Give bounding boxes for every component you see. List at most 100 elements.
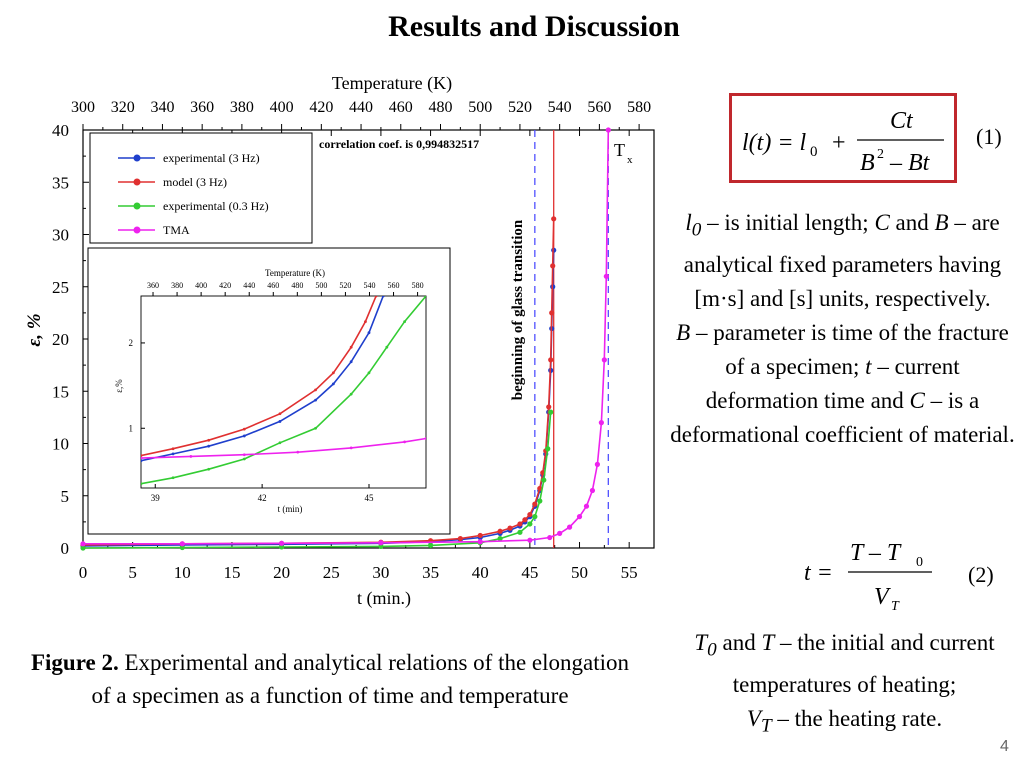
main-series-point — [603, 273, 609, 279]
top-tick-label: 440 — [349, 99, 373, 116]
main-series-point — [457, 535, 463, 542]
B-symbol: B — [934, 210, 949, 235]
inset-y-tick-label: 1 — [129, 423, 134, 433]
inset-top-tick-label: 440 — [243, 281, 255, 290]
main-series-point — [507, 525, 513, 531]
x-axis-label: t (min.) — [357, 588, 411, 609]
legend-label: TMA — [163, 223, 190, 237]
VT-sub: T — [760, 715, 772, 737]
eq2-denominator: V — [874, 584, 891, 610]
main-series-point — [532, 501, 538, 507]
x-tick-label: 0 — [79, 563, 88, 582]
main-series-point — [566, 524, 573, 530]
legend-swatch-marker — [133, 202, 141, 210]
C-symbol: C — [874, 210, 890, 235]
equation-2-svg: t = T – T 0 V T — [804, 540, 932, 614]
main-series-point — [527, 521, 533, 527]
main-chart: 0 5 10 15 20 25 30 35 40 45 50 55 0 5 10 15 20 25 30 35 40 30… — [24, 73, 655, 609]
top-tick-label: 400 — [270, 99, 294, 116]
main-series-point — [551, 216, 557, 222]
inset-series-point — [171, 452, 175, 456]
description-2: T0 and T – the initial and current tempe… — [672, 626, 1017, 743]
main-series-point — [601, 357, 607, 363]
inset-frame-outer — [87, 247, 451, 535]
and-word: and — [895, 210, 929, 235]
main-series-point — [517, 529, 523, 535]
main-series-point — [548, 409, 554, 415]
correlation-annotation: correlation coef. is 0,994832517 — [319, 137, 479, 151]
y-tick-label: 20 — [52, 330, 69, 349]
inset-top-tick-label: 540 — [363, 281, 375, 290]
inset-series-point — [278, 412, 282, 416]
main-series-line-experimental-0-3-hz- — [82, 412, 552, 549]
top-tick-label: 320 — [111, 99, 135, 116]
eq2-numerator-sub: 0 — [916, 555, 923, 570]
eq2-lhs: t = — [804, 560, 833, 586]
eq1-plus: + — [832, 130, 846, 156]
y-tick-label: 15 — [52, 382, 69, 401]
inset-series-point — [349, 345, 353, 349]
main-series-point — [378, 540, 384, 546]
inset-top-tick-label: 480 — [291, 281, 303, 290]
main-series-point — [279, 544, 285, 550]
inset-y-tick-label: 2 — [129, 338, 134, 348]
t-text: – current deformation time and — [705, 353, 960, 413]
main-series-point — [541, 477, 547, 483]
inset-x-tick-label: 45 — [365, 493, 375, 503]
inset-top-tick-label: 520 — [339, 281, 351, 290]
inset-series-point — [171, 476, 175, 480]
inset-y-axis-label: ε,% — [114, 379, 124, 393]
inset-series-point — [424, 437, 426, 440]
main-series-point — [80, 545, 86, 551]
tx-annotation: T — [614, 140, 625, 160]
x-tick-label: 35 — [422, 563, 439, 582]
x-tick-label: 55 — [621, 563, 638, 582]
C2-symbol: C — [909, 387, 925, 413]
inset-series-point — [349, 446, 353, 450]
inset-series-point — [367, 331, 371, 335]
T0-sub: 0 — [707, 639, 717, 661]
main-series-point — [545, 446, 551, 452]
eq2-numerator: T – T — [850, 540, 902, 566]
glass-transition-annotation: beginning of glass transition — [510, 219, 526, 400]
eq1-lhs: l(t) = l — [742, 130, 807, 156]
figure-caption-text: Experimental and analytical relations of… — [91, 650, 630, 708]
VT-text: – the heating rate. — [777, 705, 943, 731]
legend-label: model (3 Hz) — [163, 175, 227, 189]
eq1-den-exp: 2 — [877, 147, 884, 162]
T0-symbol: T — [694, 630, 708, 655]
main-series-point — [477, 532, 483, 539]
inset-series-point — [242, 434, 246, 438]
x-tick-label: 50 — [571, 563, 588, 582]
inset-x-axis-label: t (min) — [278, 504, 303, 514]
main-series-point — [179, 541, 185, 547]
main-series-point — [279, 540, 285, 546]
inset-series-point — [314, 426, 317, 430]
inset-top-tick-label: 380 — [171, 281, 183, 290]
equation-2: t = T – T 0 V T — [790, 530, 950, 620]
params-text: – are analytical fixed parameters having… — [683, 210, 1002, 311]
x-tick-label: 10 — [174, 563, 191, 582]
equation-1-box: l(t) = l 0 + Ct B 2 – Bt — [729, 93, 957, 183]
top-tick-label: 360 — [190, 99, 214, 116]
inset-series-point — [331, 382, 335, 386]
main-series-point — [550, 263, 556, 269]
main-series-point — [549, 310, 555, 316]
inset-series-point — [381, 296, 385, 298]
y-tick-label: 30 — [52, 226, 69, 245]
legend-swatch-marker — [133, 178, 141, 186]
main-series-point — [517, 521, 523, 527]
main-series-point — [80, 541, 86, 547]
C-text: – is a deformational coefficient of mate… — [670, 387, 1015, 447]
and-word-2: and — [722, 630, 756, 655]
main-series-point — [378, 543, 384, 550]
page-number: 4 — [1000, 738, 1009, 755]
top-tick-label: 460 — [389, 99, 413, 116]
main-series-point — [557, 530, 563, 536]
main-series-point — [547, 534, 553, 541]
main-series-point — [589, 487, 596, 494]
y-tick-label: 5 — [61, 487, 70, 506]
inset-series-point — [314, 398, 317, 402]
inset-top-tick-label: 500 — [315, 281, 327, 290]
top-tick-label: 500 — [468, 99, 492, 116]
